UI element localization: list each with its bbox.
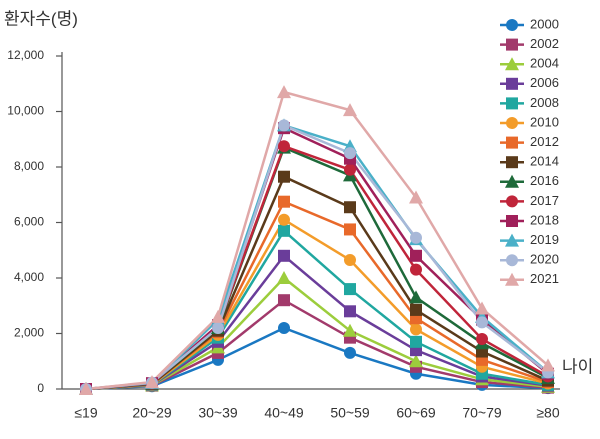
x-tick-label: ≥80 [536,405,559,421]
legend-label: 2014 [530,154,559,169]
point [278,170,290,183]
legend-label: 2010 [530,114,559,129]
y-tick-label: 12,000 [7,48,44,62]
legend-marker [506,77,518,90]
legend-label: 2006 [530,75,559,90]
legend-marker [506,254,518,267]
point [278,249,290,262]
point [409,190,423,204]
point [541,358,555,372]
point [344,223,356,236]
legend-marker [506,195,518,208]
legend-label: 2019 [530,232,559,247]
legend-marker [505,57,519,71]
point [212,321,224,334]
x-axis-label: 나이 [562,357,593,376]
legend-label: 2017 [530,193,559,208]
legend-marker [505,233,519,247]
point [344,147,356,160]
point [476,316,488,329]
point [344,346,356,359]
legend-marker [506,215,518,227]
x-tick-label: 40~49 [264,405,304,421]
point [410,323,422,336]
point [410,231,422,244]
point [343,323,357,337]
point [277,85,291,99]
y-tick-label: 2,000 [14,326,44,340]
y-tick-label: 10,000 [7,104,44,118]
point [476,333,488,346]
point [278,294,290,307]
y-tick-label: 8,000 [14,159,44,173]
y-axis-label: 환자수(명) [4,9,78,28]
point [344,253,356,266]
point [343,103,357,117]
point [79,382,93,395]
x-tick-label: 70~79 [462,405,502,421]
point [409,354,423,368]
point [278,321,290,334]
legend-label: 2012 [530,134,559,149]
y-tick-label: 4,000 [14,270,44,284]
series-line [85,123,549,391]
point [344,283,356,296]
legend-label: 2018 [530,212,559,227]
legend-marker [505,174,519,188]
point [211,309,225,323]
point [410,249,422,262]
x-tick-label: 50~59 [330,405,370,421]
series-line [85,90,549,391]
legend-marker [506,97,518,110]
y-tick-label: 6,000 [14,215,44,229]
point [145,375,159,389]
point [344,163,356,176]
point [277,271,291,284]
legend-marker [506,117,518,129]
x-tick-label: 30~39 [198,405,238,421]
legend-marker [505,272,519,286]
series-line [85,326,549,391]
legend-label: 2021 [530,271,559,286]
x-tick-label: 20~29 [132,405,172,421]
legend-label: 2000 [530,16,559,31]
legend-marker [506,136,518,149]
legend-marker [506,156,518,169]
legend-label: 2008 [530,95,559,110]
point [278,119,290,132]
y-tick-label: 0 [37,381,44,395]
legend-label: 2020 [530,252,559,267]
legend-marker [506,38,518,51]
x-tick-label: ≤19 [74,405,97,421]
point [278,140,290,153]
x-tick-label: 60~69 [396,405,436,421]
point [410,335,422,348]
point [344,201,356,214]
point [410,303,422,316]
legend-label: 2016 [530,173,559,188]
legend-marker [506,19,518,31]
point [278,224,290,237]
legend-label: 2004 [530,56,559,71]
point [475,301,489,315]
point [410,263,422,276]
point [409,290,423,304]
point [278,213,290,226]
point [278,195,290,208]
legend-label: 2002 [530,36,559,51]
point [344,305,356,318]
